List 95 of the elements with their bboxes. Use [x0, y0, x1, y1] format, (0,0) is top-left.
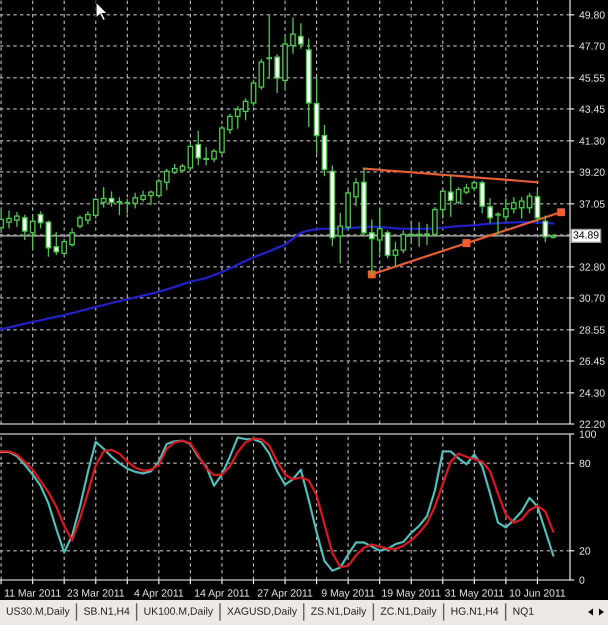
y-tick-label: 30.70	[579, 294, 605, 302]
candlestick	[448, 176, 454, 217]
text: NQ1	[513, 607, 534, 617]
y-tick-label: 0	[579, 576, 584, 584]
candlestick	[14, 212, 20, 227]
candlestick	[471, 180, 478, 191]
candlestick	[85, 211, 91, 224]
candlestick	[148, 190, 154, 206]
candlestick	[298, 23, 304, 49]
x-tick-label: 31 May 2011	[445, 589, 504, 599]
y-tick-label: 41.30	[579, 137, 605, 145]
candlestick	[92, 198, 99, 218]
candlestick	[479, 180, 486, 214]
text: UK100.M,Daily	[144, 607, 214, 617]
x-tick-label: 11 Mar 2011	[4, 589, 61, 597]
candlestick	[77, 216, 83, 228]
text: SB.N1,H4	[84, 607, 130, 616]
candlestick	[392, 242, 398, 267]
candlestick	[188, 144, 194, 171]
y-tick-label: 28.55	[580, 326, 605, 334]
y-tick-label: 32.80	[579, 263, 605, 271]
y-tick-label: 37.05	[579, 200, 605, 208]
candlestick	[38, 211, 44, 228]
candlestick	[69, 228, 75, 247]
candlestick	[495, 212, 501, 236]
candlestick	[242, 98, 248, 120]
candlestick	[61, 238, 68, 256]
candlestick	[250, 80, 256, 106]
y-tick-label: 24.30	[580, 389, 605, 397]
candlestick	[156, 178, 162, 198]
y-tick-label: 47.70	[579, 42, 605, 50]
text: HG.N1,H4	[451, 607, 498, 616]
candlestick	[226, 114, 233, 134]
candlestick	[526, 193, 532, 214]
y-tick-label: 22.20	[580, 420, 605, 428]
ref-line-label: 34.89	[573, 231, 599, 239]
text: ZS.N1,Daily	[311, 607, 366, 617]
candlestick	[424, 224, 430, 245]
candlestick	[6, 210, 12, 228]
y-tick-label: 39.20	[579, 168, 605, 176]
candlestick	[100, 187, 106, 208]
y-tick-label: 45.55	[579, 74, 605, 82]
point	[557, 208, 566, 216]
text: ZC.N1,Daily	[380, 607, 436, 617]
candlestick	[195, 130, 202, 166]
x-tick-label: 10 Jun 2011	[510, 589, 566, 597]
candlestick	[290, 17, 296, 54]
y-tick-label: 26.45	[580, 357, 605, 365]
candlestick	[30, 216, 36, 250]
candlestick	[140, 190, 146, 202]
y-tick-label: 100	[580, 430, 596, 438]
candlestick	[203, 147, 209, 166]
candlestick	[337, 212, 344, 264]
candlestick	[464, 184, 470, 194]
candlestick	[22, 214, 28, 240]
y-tick-label: 43.45	[579, 105, 605, 113]
x-tick-label: 4 Apr 2011	[134, 589, 184, 599]
line-series	[0, 221, 554, 330]
y-tick-label: 80	[579, 460, 590, 468]
candlestick	[164, 168, 170, 190]
candlestick	[510, 197, 517, 214]
candlestick	[53, 232, 60, 256]
point	[462, 239, 470, 248]
text: XAGUSD,Daily	[227, 607, 298, 617]
candlestick	[503, 198, 509, 220]
candlestick	[416, 222, 422, 247]
y-tick-label: 49.80	[579, 11, 605, 19]
candlestick	[116, 197, 122, 216]
candlestick	[487, 198, 493, 224]
candlestick	[353, 178, 359, 206]
candlestick	[384, 230, 390, 258]
candlestick	[534, 190, 540, 222]
line-series	[362, 168, 538, 184]
candlestick	[408, 222, 414, 244]
candlestick	[211, 148, 217, 162]
candlestick	[234, 106, 241, 129]
x-tick-label: 23 Mar 2011	[67, 589, 124, 597]
candlestick	[132, 192, 138, 208]
x-tick-label: 19 May 2011	[382, 589, 440, 599]
candlestick	[274, 54, 280, 93]
y-tick-label: 20	[580, 547, 590, 555]
candlestick	[518, 197, 524, 218]
candlestick	[542, 216, 548, 242]
x-tick-label: 9 May 2011	[322, 589, 374, 599]
candlestick	[440, 188, 446, 218]
text: US30.M,Daily	[6, 607, 70, 617]
x-tick-label: 14 Apr 2011	[195, 589, 250, 599]
candlestick	[108, 192, 114, 207]
candlestick	[376, 208, 383, 254]
candlestick	[456, 187, 462, 204]
x-tick-label: 27 Apr 2011	[258, 589, 312, 599]
candlestick	[266, 14, 272, 79]
candlestick	[124, 198, 130, 214]
candlestick	[400, 230, 406, 254]
candlestick	[172, 164, 178, 174]
